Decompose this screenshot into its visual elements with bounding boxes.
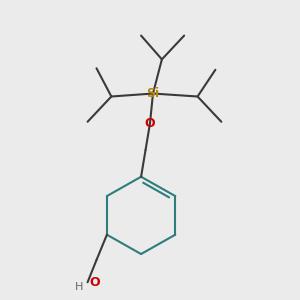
- Text: O: O: [90, 276, 100, 289]
- Text: Si: Si: [146, 87, 160, 100]
- Text: H: H: [74, 282, 83, 292]
- Text: O: O: [145, 117, 155, 130]
